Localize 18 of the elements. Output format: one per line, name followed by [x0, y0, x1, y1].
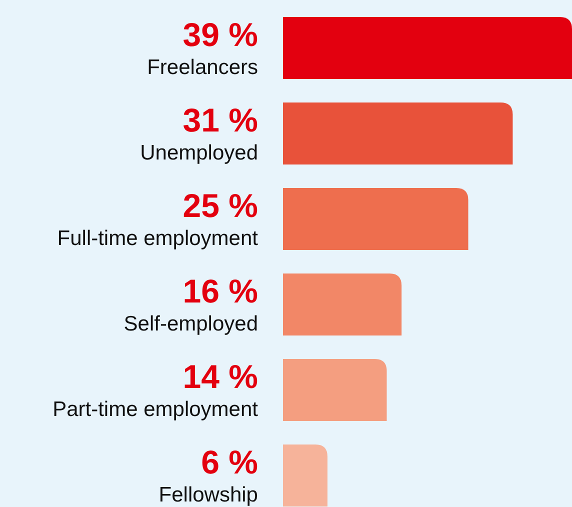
- bar: [283, 444, 328, 506]
- data-label: 31 %: [182, 102, 258, 138]
- y-tick-label: Full-time employment: [57, 227, 258, 250]
- data-label: 39 %: [182, 16, 258, 53]
- y-tick-label: Unemployed: [140, 142, 258, 164]
- data-label: 14 %: [182, 358, 258, 395]
- bar: [283, 17, 572, 79]
- bar: [283, 359, 387, 421]
- y-tick-label: Fellowship: [158, 484, 258, 506]
- y-tick-label: Freelancers: [147, 56, 258, 79]
- bar: [283, 188, 468, 250]
- bar: [283, 274, 402, 336]
- y-tick-label: Self-employed: [124, 312, 258, 336]
- data-label: 25 %: [182, 187, 258, 224]
- data-label: 16 %: [182, 272, 258, 310]
- data-label: 6 %: [201, 444, 258, 480]
- bar: [283, 102, 513, 164]
- y-tick-label: Part-time employment: [52, 398, 258, 421]
